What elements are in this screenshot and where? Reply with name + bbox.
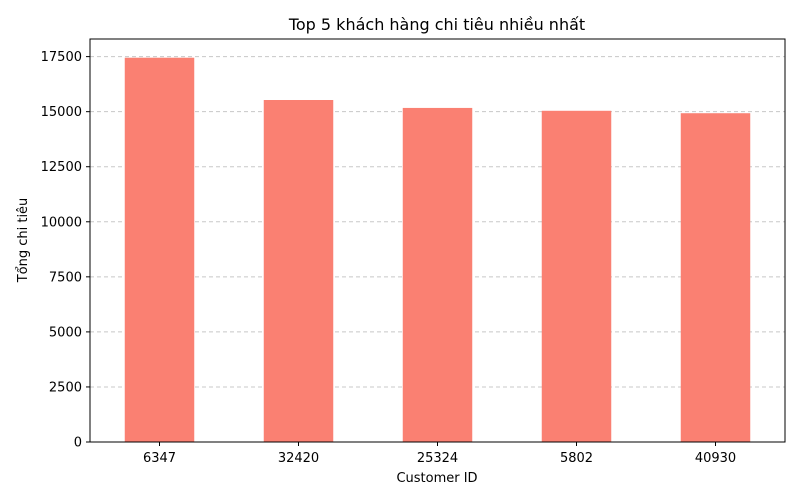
y-axis-label: Tổng chi tiêu (16, 198, 31, 284)
y-tick-label: 0 (74, 436, 82, 451)
x-tick-label: 25324 (417, 451, 458, 466)
y-tick-label: 12500 (41, 160, 82, 175)
bar-32420 (263, 100, 334, 442)
grid-lines (90, 56, 785, 388)
y-tick-label: 7500 (49, 270, 82, 285)
bar-40930 (680, 113, 751, 443)
x-axis-label: Customer ID (396, 471, 477, 486)
y-tick-label: 15000 (41, 105, 82, 120)
x-axis-ticks: 6347 32420 25324 5802 40930 (143, 442, 736, 466)
y-axis-ticks: 0 2500 5000 7500 10000 12500 15000 17500 (41, 50, 90, 451)
y-tick-label: 10000 (41, 215, 82, 230)
x-tick-label: 6347 (143, 451, 176, 466)
y-tick-label: 2500 (49, 380, 82, 395)
bar-25324 (402, 107, 473, 443)
x-tick-label: 5802 (560, 451, 593, 466)
x-tick-label: 40930 (695, 451, 736, 466)
chart-title: Top 5 khách hàng chi tiêu nhiều nhất (288, 15, 585, 34)
x-tick-label: 32420 (278, 451, 319, 466)
bar-5802 (541, 110, 612, 442)
y-tick-label: 17500 (41, 50, 82, 65)
bars (124, 57, 751, 443)
bar-6347 (124, 57, 195, 443)
y-tick-label: 5000 (49, 325, 82, 340)
